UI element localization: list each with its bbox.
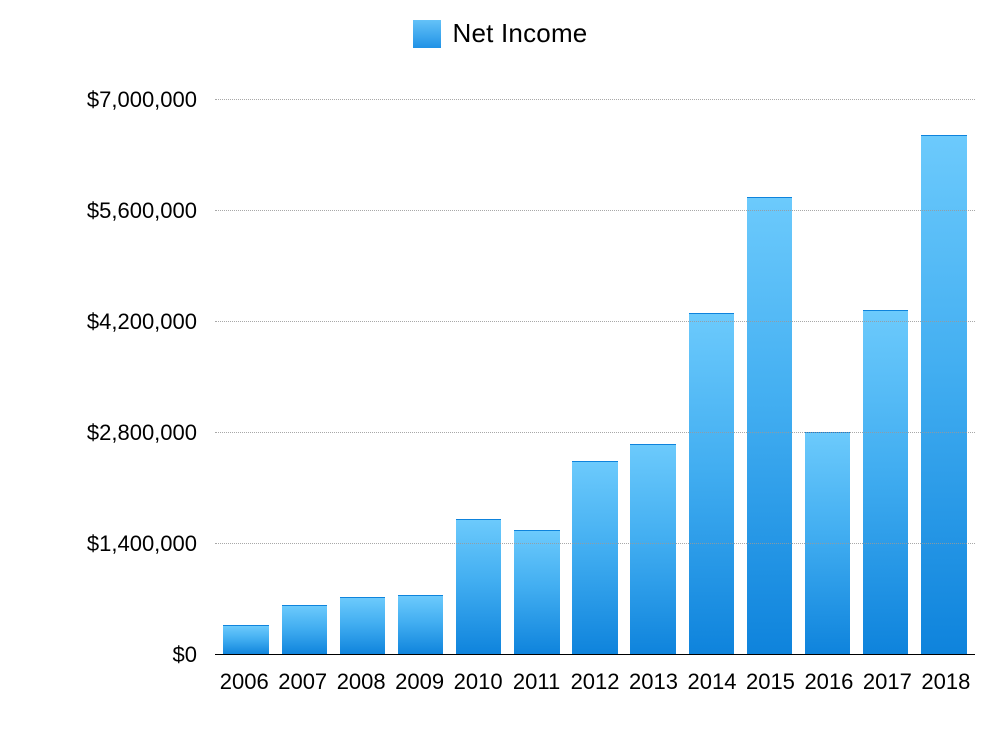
bar-slot xyxy=(624,100,682,655)
legend-item: Net Income xyxy=(413,18,588,49)
x-tick-label: 2012 xyxy=(566,661,624,695)
x-tick-label: 2010 xyxy=(449,661,507,695)
bar xyxy=(223,625,268,655)
bar xyxy=(340,597,385,655)
bar-slot xyxy=(857,100,915,655)
bar xyxy=(456,519,501,655)
bar-slot xyxy=(740,100,798,655)
x-tick-label: 2018 xyxy=(917,661,975,695)
bar-slot xyxy=(682,100,740,655)
legend: Net Income xyxy=(0,18,1000,53)
x-tick-label: 2013 xyxy=(624,661,682,695)
bar xyxy=(572,461,617,655)
bar xyxy=(282,605,327,655)
bar-slot xyxy=(391,100,449,655)
bars-container xyxy=(215,100,975,655)
x-axis-line xyxy=(215,654,975,655)
y-tick-label: $1,400,000 xyxy=(87,531,215,557)
grid-line xyxy=(215,432,975,433)
x-tick-label: 2006 xyxy=(215,661,273,695)
plot-area: $0$1,400,000$2,800,000$4,200,000$5,600,0… xyxy=(215,100,975,655)
x-tick-label: 2007 xyxy=(273,661,331,695)
y-tick-label: $5,600,000 xyxy=(87,198,215,224)
bar-slot xyxy=(217,100,275,655)
y-tick-label: $2,800,000 xyxy=(87,420,215,446)
grid-line xyxy=(215,99,975,100)
bar xyxy=(514,530,559,655)
x-tick-label: 2008 xyxy=(332,661,390,695)
y-tick-label: $0 xyxy=(173,642,215,668)
bar-slot xyxy=(915,100,973,655)
bar xyxy=(630,444,675,655)
x-tick-label: 2017 xyxy=(858,661,916,695)
bar-slot xyxy=(508,100,566,655)
x-tick-label: 2014 xyxy=(683,661,741,695)
x-tick-label: 2011 xyxy=(507,661,565,695)
bar xyxy=(863,310,908,655)
bar-slot xyxy=(799,100,857,655)
bar-slot xyxy=(566,100,624,655)
bar-slot xyxy=(275,100,333,655)
grid-line xyxy=(215,321,975,322)
grid-line xyxy=(215,543,975,544)
bar xyxy=(689,313,734,655)
legend-swatch xyxy=(413,20,441,48)
bar xyxy=(398,595,443,655)
bar-slot xyxy=(450,100,508,655)
grid-line xyxy=(215,210,975,211)
legend-label: Net Income xyxy=(453,18,588,49)
x-tick-label: 2009 xyxy=(390,661,448,695)
x-tick-label: 2016 xyxy=(800,661,858,695)
bar xyxy=(921,135,966,655)
bar xyxy=(747,197,792,655)
bar-slot xyxy=(333,100,391,655)
net-income-bar-chart: Net Income $0$1,400,000$2,800,000$4,200,… xyxy=(0,0,1000,750)
y-tick-label: $4,200,000 xyxy=(87,309,215,335)
x-tick-label: 2015 xyxy=(741,661,799,695)
y-tick-label: $7,000,000 xyxy=(87,87,215,113)
x-axis-labels: 2006200720082009201020112012201320142015… xyxy=(215,661,975,695)
